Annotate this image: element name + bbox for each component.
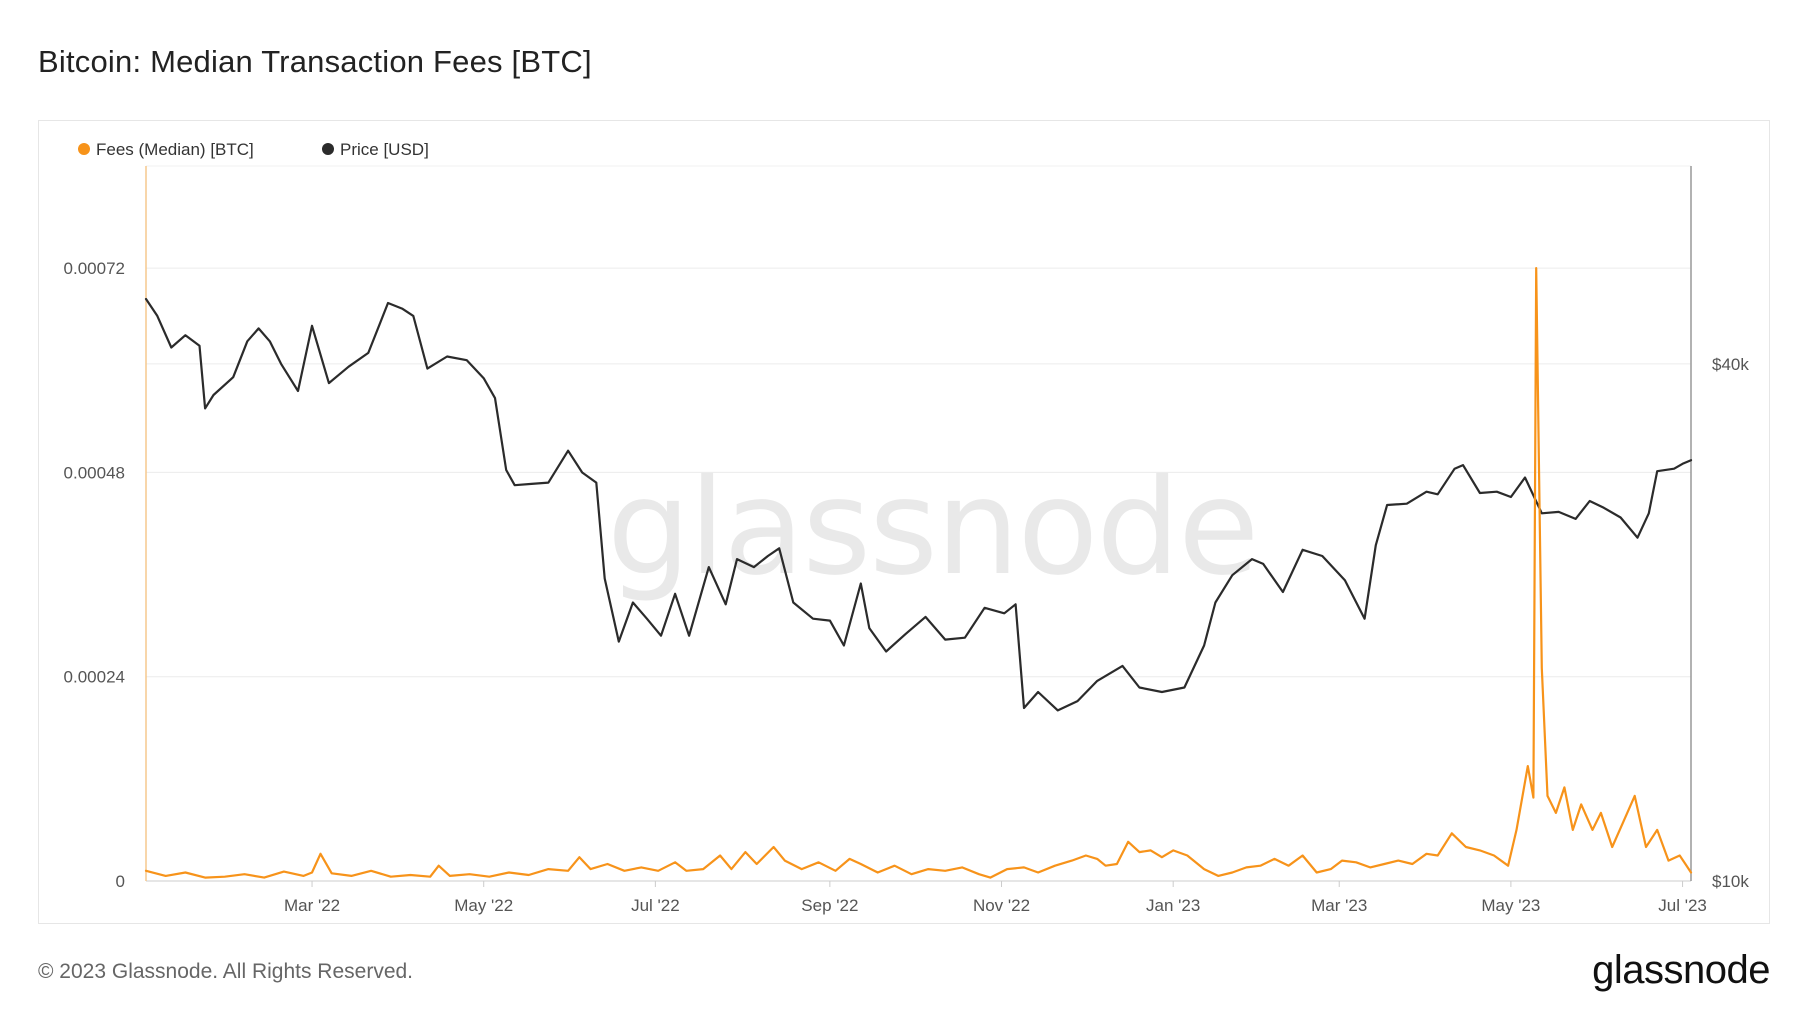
- y-right-tick-label: $40k: [1712, 355, 1749, 374]
- y-left-tick-label: 0: [116, 872, 125, 891]
- legend-label[interactable]: Price [USD]: [340, 140, 429, 159]
- legend-label[interactable]: Fees (Median) [BTC]: [96, 140, 254, 159]
- page-title: Bitcoin: Median Transaction Fees [BTC]: [38, 44, 592, 79]
- x-tick-label: Nov '22: [973, 896, 1030, 915]
- ticks-layer: 0 0.00024 0.00048 0.00072 $10k $40k Mar '22 May…: [64, 259, 1750, 915]
- y-right-tick-label: $10k: [1712, 872, 1749, 891]
- x-tick-label: May '22: [454, 896, 513, 915]
- chart-frame: glassnode 0 0.00024 0.00048 0.00072 $10k $40k…: [38, 120, 1770, 924]
- y-left-tick-label: 0.00048: [64, 463, 125, 482]
- y-left-tick-label: 0.00072: [64, 259, 125, 278]
- x-tick-label: Jul '23: [1658, 896, 1707, 915]
- glassnode-logo[interactable]: glassnode: [1592, 948, 1770, 992]
- series-line-fees: [144, 267, 1693, 879]
- legend-marker: [78, 143, 90, 155]
- axes-layer: [145, 166, 1692, 882]
- chart-svg: glassnode 0 0.00024 0.00048 0.00072 $10k $40k…: [64, 140, 1750, 915]
- series-line-price: [144, 297, 1693, 712]
- y-left-tick-label: 0.00024: [64, 668, 125, 687]
- series-layer: [144, 267, 1693, 879]
- x-tick-label: Sep '22: [801, 896, 858, 915]
- chart-legend: Fees (Median) [BTC] Price [USD]: [78, 140, 429, 159]
- x-tick-label: Jul '22: [631, 896, 680, 915]
- watermark-text: glassnode: [607, 451, 1257, 605]
- x-tick-label: Mar '23: [1311, 896, 1367, 915]
- x-tick-label: Jan '23: [1146, 896, 1200, 915]
- x-tick-label: May '23: [1481, 896, 1540, 915]
- copyright-text: © 2023 Glassnode. All Rights Reserved.: [38, 960, 414, 983]
- x-tick-label: Mar '22: [284, 896, 340, 915]
- legend-marker: [322, 143, 334, 155]
